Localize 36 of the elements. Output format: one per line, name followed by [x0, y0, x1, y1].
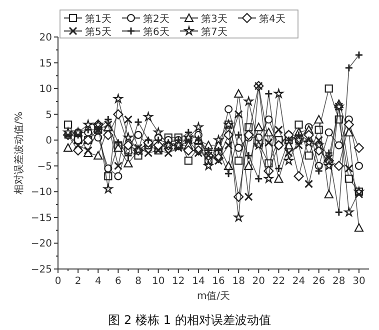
x-tick-label: 22 [272, 276, 286, 287]
y-tick-label: −10 [30, 187, 52, 198]
x-tick-label: 12 [172, 276, 185, 287]
x-tick-label: 6 [115, 276, 122, 287]
y-tick-label: 5 [46, 110, 52, 121]
x-tick-label: 24 [292, 276, 306, 287]
legend-label: 第5天 [85, 26, 112, 38]
x-tick-label: 28 [332, 276, 346, 287]
y-tick-label: −15 [30, 212, 52, 224]
y-tick-label: −5 [37, 161, 52, 172]
x-tick-label: 8 [135, 276, 142, 287]
caption: 图 2 楼栋 1 的相对误差波动值 [108, 313, 271, 327]
x-tick-label: 4 [94, 276, 102, 287]
legend-label: 第1天 [85, 13, 112, 25]
y-tick-label: −20 [30, 238, 52, 250]
legend-label: 第6天 [143, 26, 170, 38]
x-tick-label: 10 [152, 276, 165, 287]
x-tick-label: 18 [232, 276, 245, 287]
y-tick-label: 10 [39, 84, 52, 96]
x-tick-label: 0 [54, 276, 62, 287]
y-axis-title: 相对误差波动值/% [13, 112, 25, 194]
x-axis-title: m值/天 [196, 291, 230, 302]
legend-label: 第2天 [143, 13, 170, 25]
x-tick-label: 20 [252, 276, 266, 287]
y-tick-label: 20 [39, 32, 52, 44]
y-tick-label: 0 [46, 136, 52, 147]
legend-label: 第7天 [201, 26, 228, 38]
x-tick-label: 16 [212, 276, 225, 287]
x-tick-label: 26 [312, 276, 326, 287]
x-tick-label: 30 [352, 276, 366, 287]
x-tick-label: 2 [74, 276, 82, 287]
legend-label: 第3天 [201, 13, 228, 25]
legend-label: 第4天 [259, 13, 286, 25]
y-tick-label: −25 [30, 264, 52, 276]
y-tick-label: 15 [39, 58, 52, 70]
x-tick-label: 14 [192, 276, 205, 287]
